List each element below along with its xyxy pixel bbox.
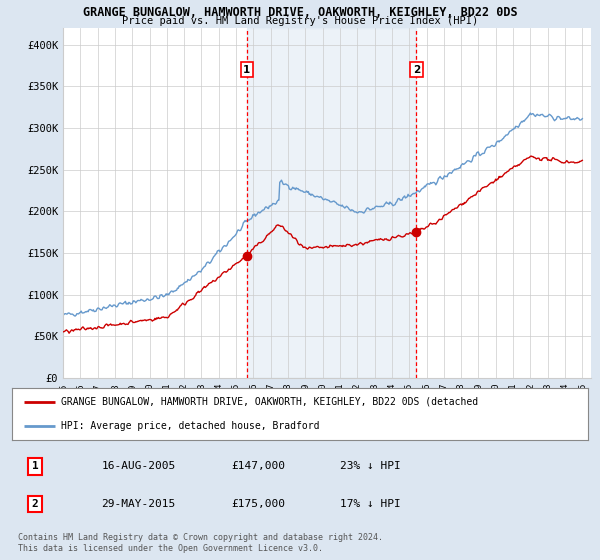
Text: £175,000: £175,000 [231, 499, 285, 509]
Bar [247, 28, 416, 378]
Text: HPI: Average price, detached house, Bradford: HPI: Average price, detached house, Brad… [61, 421, 319, 431]
Text: 17% ↓ HPI: 17% ↓ HPI [340, 499, 401, 509]
Text: 2: 2 [413, 64, 420, 74]
Text: 29-MAY-2015: 29-MAY-2015 [101, 499, 176, 509]
Text: Contains HM Land Registry data © Crown copyright and database right 2024.
This d: Contains HM Land Registry data © Crown c… [18, 533, 383, 553]
Text: GRANGE BUNGALOW, HAMWORTH DRIVE, OAKWORTH, KEIGHLEY, BD22 0DS (detached: GRANGE BUNGALOW, HAMWORTH DRIVE, OAKWORT… [61, 397, 478, 407]
Text: £147,000: £147,000 [231, 461, 285, 471]
Text: 1: 1 [32, 461, 38, 471]
Text: 2: 2 [32, 499, 38, 509]
Text: 23% ↓ HPI: 23% ↓ HPI [340, 461, 401, 471]
Text: 16-AUG-2005: 16-AUG-2005 [101, 461, 176, 471]
Text: 1: 1 [243, 64, 250, 74]
Text: Price paid vs. HM Land Registry's House Price Index (HPI): Price paid vs. HM Land Registry's House … [122, 16, 478, 26]
Text: GRANGE BUNGALOW, HAMWORTH DRIVE, OAKWORTH, KEIGHLEY, BD22 0DS: GRANGE BUNGALOW, HAMWORTH DRIVE, OAKWORT… [83, 6, 517, 18]
